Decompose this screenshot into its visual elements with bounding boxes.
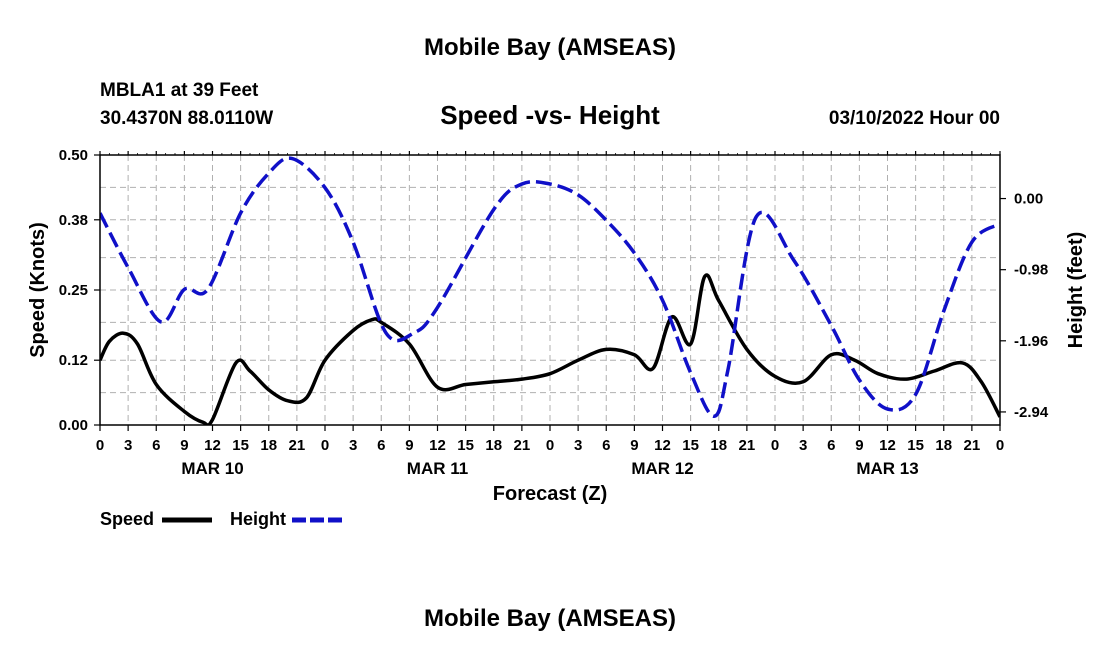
plot-frame xyxy=(99,154,1001,426)
legend-speed-label: Speed xyxy=(100,509,154,529)
height-series-line xyxy=(100,156,1000,419)
x-tick-label: 3 xyxy=(799,437,807,454)
legend: Speed Height xyxy=(100,509,342,529)
x-tick-label: 6 xyxy=(152,437,160,454)
x-tick-label: 3 xyxy=(124,437,132,454)
x-tick-label: 21 xyxy=(514,437,531,454)
x-tick-label: 0 xyxy=(546,437,554,454)
x-axis-title: Forecast (Z) xyxy=(493,483,607,505)
y-left-tick-label: 0.38 xyxy=(59,212,88,229)
x-tick-label: 12 xyxy=(204,437,221,454)
x-tick-label: 3 xyxy=(574,437,582,454)
day-label: MAR 10 xyxy=(181,459,243,478)
x-tick-label: 18 xyxy=(485,437,502,454)
x-tick-label: 6 xyxy=(377,437,385,454)
y-right-tick-label: -1.96 xyxy=(1014,333,1048,350)
x-tick-label: 6 xyxy=(602,437,610,454)
y-right-axis-title: Height (feet) xyxy=(1065,232,1087,349)
x-tick-label: 15 xyxy=(457,437,474,454)
x-tick-label: 12 xyxy=(654,437,671,454)
x-tick-label: 18 xyxy=(260,437,277,454)
legend-height-label: Height xyxy=(230,509,286,529)
day-label: MAR 12 xyxy=(631,459,693,478)
speed-series-line xyxy=(100,273,1000,425)
x-tick-label: 6 xyxy=(827,437,835,454)
tick-labels: 0 3 6 9 12 15 18 21 0 3 6 9 12 15 18 21 0 3 6 9 12 15 18 21 0 3 6 9… xyxy=(59,147,1049,478)
x-tick-label: 9 xyxy=(180,437,188,454)
y-left-axis-title: Speed (Knots) xyxy=(27,222,49,358)
day-label: MAR 13 xyxy=(856,459,918,478)
x-tick-label: 12 xyxy=(429,437,446,454)
y-left-tick-label: 0.25 xyxy=(59,282,88,299)
y-left-tick-label: 0.50 xyxy=(59,147,88,164)
x-tick-label: 9 xyxy=(630,437,638,454)
day-label: MAR 11 xyxy=(407,459,468,478)
grid-lines xyxy=(100,155,1000,425)
x-tick-label: 21 xyxy=(289,437,306,454)
x-tick-label: 0 xyxy=(321,437,329,454)
x-tick-label: 18 xyxy=(710,437,727,454)
x-tick-label: 18 xyxy=(935,437,952,454)
x-tick-label: 0 xyxy=(96,437,104,454)
series-group xyxy=(100,156,1000,425)
x-tick-label: 9 xyxy=(855,437,863,454)
station-label: MBLA1 at 39 Feet xyxy=(100,80,259,101)
x-tick-label: 12 xyxy=(879,437,896,454)
main-title: Mobile Bay (AMSEAS) xyxy=(424,34,676,61)
x-tick-label: 15 xyxy=(907,437,924,454)
y-right-tick-label: -2.94 xyxy=(1014,404,1049,421)
footer-title: Mobile Bay (AMSEAS) xyxy=(424,605,676,632)
y-right-tick-label: 0.00 xyxy=(1014,191,1043,208)
x-tick-label: 15 xyxy=(232,437,249,454)
x-tick-label: 9 xyxy=(405,437,413,454)
chart-title: Speed -vs- Height xyxy=(440,100,660,130)
x-tick-label: 15 xyxy=(682,437,699,454)
coordinates-label: 30.4370N 88.0110W xyxy=(100,108,273,129)
x-tick-label: 21 xyxy=(964,437,981,454)
y-right-tick-label: -0.98 xyxy=(1014,262,1048,279)
timestamp-label: 03/10/2022 Hour 00 xyxy=(829,108,1000,129)
x-tick-label: 3 xyxy=(349,437,357,454)
y-left-tick-label: 0.00 xyxy=(59,417,88,434)
x-tick-label: 0 xyxy=(771,437,779,454)
y-left-tick-label: 0.12 xyxy=(59,352,88,369)
x-tick-label: 21 xyxy=(739,437,756,454)
x-tick-label: 0 xyxy=(996,437,1004,454)
